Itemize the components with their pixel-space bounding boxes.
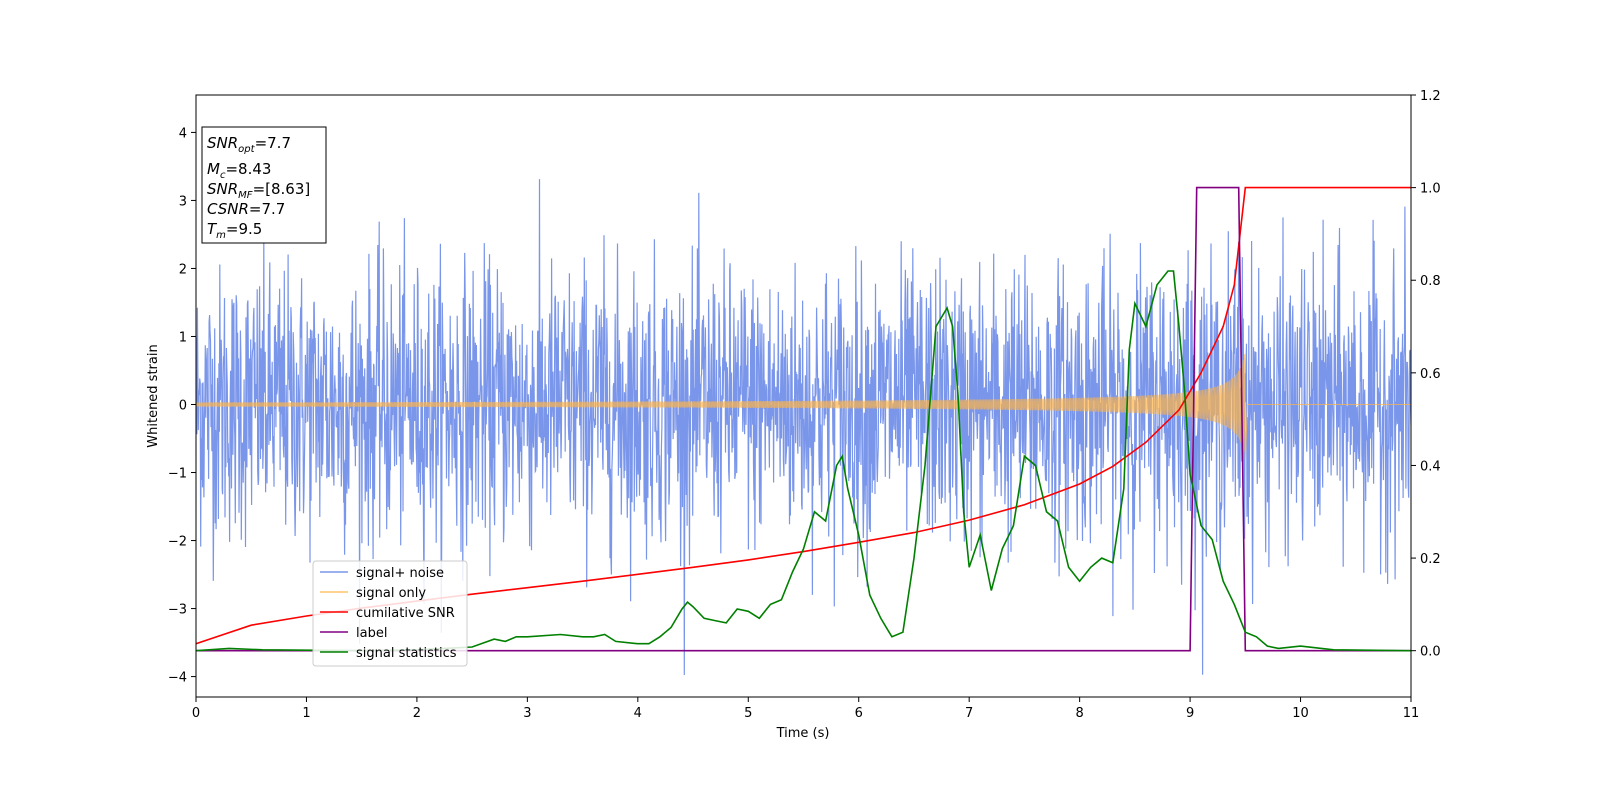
y-left-tick-label: 1 [179,330,187,345]
x-tick-label: 1 [302,706,310,721]
y-left-tick-label: −3 [168,603,187,618]
y-left-tick-label: −1 [168,467,187,482]
y-right-tick-label: 1.0 [1420,182,1441,197]
info-tm: Tm=9.5 [207,220,262,241]
x-tick-label: 3 [523,706,531,721]
plot-frame [195,94,1412,698]
info-box: SNRopt=7.7 Mc=8.43 SNRMF=[8.63] CSNR=7.7… [201,126,327,244]
series-signal-noise-line [196,179,1411,676]
legend-label-signal-noise: signal+ noise [356,566,444,581]
x-tick-label: 11 [1403,706,1420,721]
y-axis-left: −4 −3 −2 −1 0 1 2 3 4 [168,126,196,686]
y-axis-title: Whitened strain [146,344,161,447]
x-tick-label: 7 [965,706,973,721]
series-signal-statistics-line [196,270,1411,652]
x-tick-label: 6 [855,706,863,721]
y-left-tick-label: 3 [179,194,187,209]
x-tick-label: 5 [744,706,752,721]
y-right-tick-label: 0.8 [1420,274,1441,289]
y-right-tick-label: 0.2 [1420,552,1441,567]
y-axis-right: 0.0 0.2 0.4 0.6 0.8 1.0 1.2 [1411,89,1441,660]
y-left-tick-label: 4 [179,126,187,141]
x-axis-title: Time (s) [776,726,830,741]
y-right-tick-label: 0.4 [1420,459,1441,474]
x-tick-label: 10 [1292,706,1309,721]
x-axis: 0 1 2 3 4 5 6 7 8 9 10 11 [192,697,1419,721]
legend: signal+ noise signal only cumilative SNR… [312,560,468,667]
x-tick-label: 9 [1186,706,1194,721]
legend-label-label: label [356,626,387,641]
x-tick-label: 0 [192,706,200,721]
info-mc: Mc=8.43 [207,160,271,181]
legend-label-cumulative-snr: cumilative SNR [356,606,455,621]
y-left-tick-label: 2 [179,262,187,277]
y-right-tick-label: 1.2 [1420,89,1441,104]
y-left-tick-label: −4 [168,671,187,686]
y-right-tick-label: 0.0 [1420,645,1441,660]
legend-label-signal-statistics: signal statistics [356,646,457,661]
series-label-line [196,186,1411,652]
series-signal-only-line [196,354,1411,459]
legend-label-signal-only: signal only [356,586,426,601]
y-right-tick-label: 0.6 [1420,367,1441,382]
info-snr-opt: SNRopt=7.7 [207,134,291,155]
x-tick-label: 8 [1075,706,1083,721]
info-snr-mf: SNRMF=[8.63] [207,180,310,201]
x-tick-label: 2 [413,706,421,721]
x-tick-label: 4 [634,706,642,721]
info-csnr: CSNR=7.7 [207,200,285,218]
y-left-tick-label: −2 [168,535,187,550]
y-left-tick-label: 0 [179,399,187,414]
